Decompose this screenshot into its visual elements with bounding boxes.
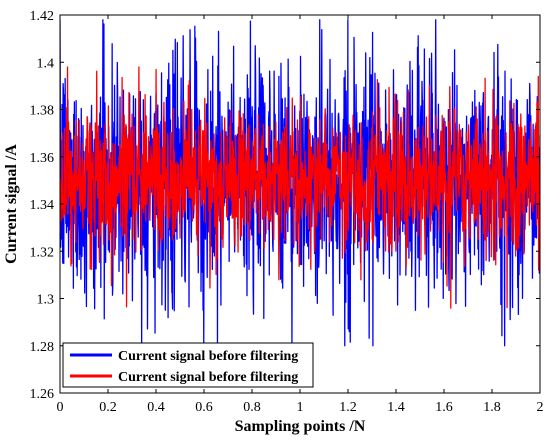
x-tick-label: 0 [57,400,64,415]
x-axis-title: Sampling points /N [235,418,366,435]
legend-label-blue: Current signal before filtering [118,349,298,364]
y-tick-label: 1.3 [37,293,55,308]
x-tick-label: 0.4 [147,400,165,415]
y-tick-label: 1.26 [30,387,55,402]
x-tick-label: 1.2 [339,400,357,415]
ticks-layer: 0 0.2 0.4 0.6 0.8 1 1.2 1.4 1.6 1.8 2 1.26 1.28 1.3 1.… [30,9,544,415]
x-tick-label: 1 [297,400,304,415]
x-tick-label: 0.2 [99,400,117,415]
y-tick-label: 1.36 [30,151,55,166]
x-tick-label: 1.8 [483,400,501,415]
y-tick-label: 1.28 [30,340,55,355]
y-tick-label: 1.38 [30,104,55,119]
legend-label-red: Current signal before filtering [118,370,298,385]
y-tick-label: 1.4 [37,56,55,71]
y-tick-label: 1.34 [30,198,55,213]
legend: Current signal before filtering Current … [62,342,314,388]
x-tick-label: 2 [537,400,544,415]
x-tick-label: 1.6 [435,400,453,415]
legend-box [62,342,314,388]
y-tick-label: 1.42 [30,9,55,24]
x-tick-label: 0.6 [195,400,213,415]
y-axis-title: Current signal /A [3,144,20,264]
series-layer [60,19,540,347]
x-tick-label: 1.4 [387,400,405,415]
series-line-red [60,66,540,309]
x-tick-label: 0.8 [243,400,261,415]
y-tick-label: 1.32 [30,245,55,260]
